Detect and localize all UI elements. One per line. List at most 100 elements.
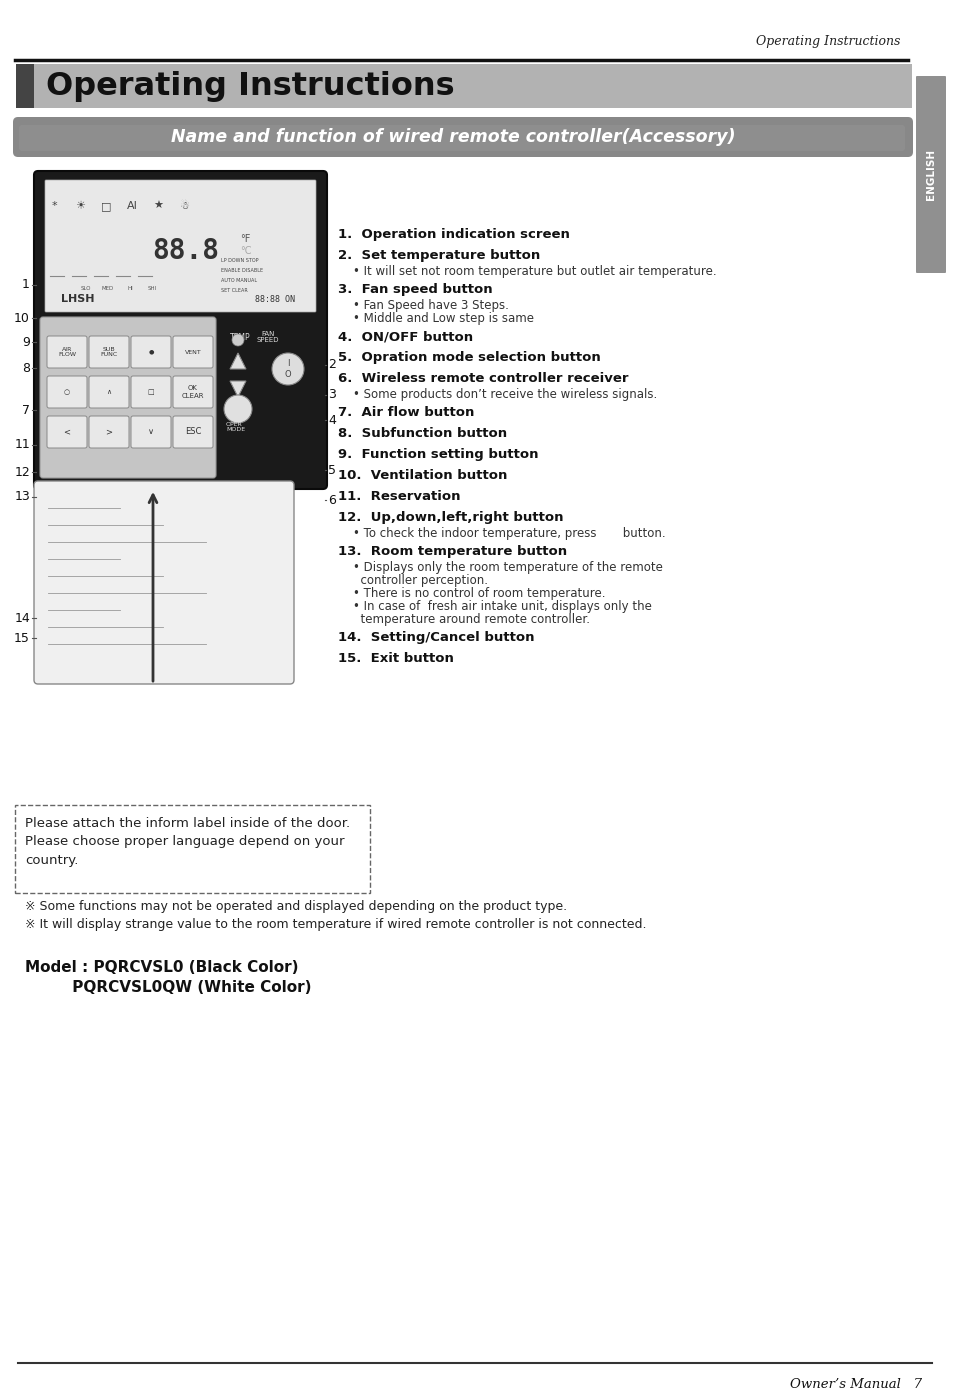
Text: 13.  Room temperature button: 13. Room temperature button (337, 545, 566, 559)
FancyBboxPatch shape (89, 416, 129, 448)
Text: • There is no control of room temperature.: • There is no control of room temperatur… (353, 587, 605, 601)
Text: 10: 10 (14, 312, 30, 325)
Text: 12.  Up,down,left,right button: 12. Up,down,left,right button (337, 511, 563, 524)
Text: 3: 3 (328, 388, 335, 402)
Text: 88:88 ON: 88:88 ON (254, 294, 294, 304)
Text: Please attach the inform label inside of the door.
Please choose proper language: Please attach the inform label inside of… (25, 818, 350, 867)
Text: AI: AI (127, 202, 137, 211)
FancyBboxPatch shape (172, 336, 213, 368)
Text: 11: 11 (14, 438, 30, 451)
Text: PQRCVSL0QW (White Color): PQRCVSL0QW (White Color) (25, 980, 312, 995)
Text: ∧: ∧ (107, 389, 112, 395)
FancyBboxPatch shape (131, 377, 171, 407)
FancyBboxPatch shape (131, 336, 171, 368)
Text: ENGLISH: ENGLISH (925, 148, 935, 200)
Text: • In case of  fresh air intake unit, displays only the: • In case of fresh air intake unit, disp… (353, 601, 651, 613)
Text: • Displays only the room temperature of the remote: • Displays only the room temperature of … (353, 561, 662, 574)
FancyBboxPatch shape (47, 416, 87, 448)
Text: ☃: ☃ (179, 202, 189, 211)
Text: 8.  Subfunction button: 8. Subfunction button (337, 427, 507, 440)
Text: 6: 6 (328, 494, 335, 507)
Text: Name and function of wired remote controller(Accessory): Name and function of wired remote contro… (171, 127, 735, 146)
Text: Operating Instructions: Operating Instructions (755, 35, 899, 49)
Text: Owner’s Manual   7: Owner’s Manual 7 (789, 1379, 921, 1392)
FancyBboxPatch shape (915, 76, 945, 273)
Text: 5.  Opration mode selection button: 5. Opration mode selection button (337, 351, 600, 364)
Text: 5: 5 (328, 463, 335, 476)
Bar (16, 64, 34, 108)
Text: <: < (64, 427, 71, 437)
Text: ☀: ☀ (75, 202, 85, 211)
FancyBboxPatch shape (47, 336, 87, 368)
Text: 8: 8 (22, 361, 30, 374)
Text: ●: ● (148, 350, 153, 354)
Circle shape (232, 335, 244, 346)
Text: ※ It will display strange value to the room temperature if wired remote controll: ※ It will display strange value to the r… (25, 918, 646, 931)
FancyBboxPatch shape (131, 416, 171, 448)
Text: ★: ★ (152, 202, 163, 211)
Text: ∨: ∨ (148, 427, 153, 437)
Text: AUTO MANUAL: AUTO MANUAL (220, 279, 256, 283)
Text: 3.  Fan speed button: 3. Fan speed button (337, 283, 492, 295)
FancyBboxPatch shape (172, 377, 213, 407)
Text: VENT: VENT (185, 350, 201, 354)
Text: SUB
FUNC: SUB FUNC (100, 347, 117, 357)
FancyBboxPatch shape (89, 336, 129, 368)
Text: 2.  Set temperature button: 2. Set temperature button (337, 249, 539, 262)
Text: temperature around remote controller.: temperature around remote controller. (353, 613, 589, 626)
Text: 7: 7 (22, 403, 30, 417)
Text: 2: 2 (328, 358, 335, 371)
Text: 1.  Operation indication screen: 1. Operation indication screen (337, 228, 569, 241)
Text: Operating Instructions: Operating Instructions (46, 70, 455, 102)
Text: I
O: I O (284, 360, 291, 379)
Text: SET CLEAR: SET CLEAR (220, 288, 248, 294)
Text: OK
CLEAR: OK CLEAR (182, 385, 204, 399)
Text: °C: °C (239, 246, 251, 256)
FancyBboxPatch shape (19, 125, 904, 151)
Text: 4: 4 (328, 413, 335, 427)
Text: • Fan Speed have 3 Steps.: • Fan Speed have 3 Steps. (353, 300, 508, 312)
Text: 9: 9 (22, 336, 30, 349)
Text: • Some products don’t receive the wireless signals.: • Some products don’t receive the wirele… (353, 388, 657, 400)
Text: OPER
MODE: OPER MODE (226, 421, 245, 433)
Text: 13: 13 (14, 490, 30, 504)
Text: TEMP: TEMP (230, 333, 251, 342)
Polygon shape (230, 353, 246, 370)
Bar (16, 64, 911, 108)
Text: 11.  Reservation: 11. Reservation (337, 490, 460, 503)
Text: MED: MED (102, 287, 114, 291)
Text: ○: ○ (64, 389, 70, 395)
Text: ESC: ESC (185, 427, 201, 437)
Text: ENABLE DISABLE: ENABLE DISABLE (220, 269, 263, 273)
Text: 1: 1 (22, 279, 30, 291)
Text: LP DOWN STOP: LP DOWN STOP (220, 259, 258, 263)
FancyBboxPatch shape (45, 181, 315, 312)
Text: ※ Some functions may not be operated and displayed depending on the product type: ※ Some functions may not be operated and… (25, 900, 566, 913)
FancyBboxPatch shape (47, 377, 87, 407)
FancyBboxPatch shape (40, 316, 215, 477)
FancyBboxPatch shape (13, 118, 912, 157)
Text: 4.  ON/OFF button: 4. ON/OFF button (337, 330, 473, 343)
FancyBboxPatch shape (89, 377, 129, 407)
FancyBboxPatch shape (172, 416, 213, 448)
Text: □: □ (148, 389, 154, 395)
Text: 10.  Ventilation button: 10. Ventilation button (337, 469, 507, 482)
Text: • To check the indoor temperature, press       button.: • To check the indoor temperature, press… (353, 526, 665, 540)
Text: Model : PQRCVSL0 (Black Color): Model : PQRCVSL0 (Black Color) (25, 960, 298, 974)
Polygon shape (230, 381, 246, 398)
Text: 15: 15 (14, 631, 30, 644)
FancyBboxPatch shape (34, 482, 294, 685)
Text: SHI: SHI (147, 287, 156, 291)
Circle shape (272, 353, 304, 385)
Text: 88.8: 88.8 (152, 237, 219, 265)
Circle shape (224, 395, 252, 423)
FancyBboxPatch shape (34, 171, 327, 489)
Text: SLO: SLO (81, 287, 91, 291)
Text: 14.  Setting/Cancel button: 14. Setting/Cancel button (337, 631, 534, 644)
Text: HI: HI (127, 287, 132, 291)
Text: LHSH: LHSH (61, 294, 94, 304)
Bar (15, 805, 370, 893)
Text: 9.  Function setting button: 9. Function setting button (337, 448, 537, 461)
Text: AIR
FLOW: AIR FLOW (58, 347, 76, 357)
Text: □: □ (101, 202, 112, 211)
